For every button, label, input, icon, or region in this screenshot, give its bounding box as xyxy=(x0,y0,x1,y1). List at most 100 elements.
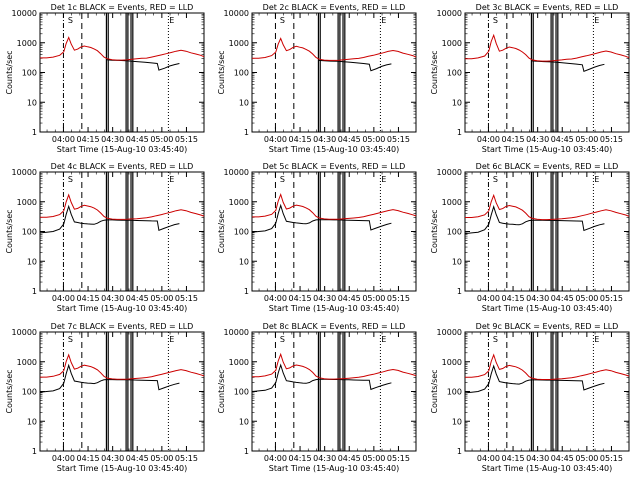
y-axis-label: Counts/sec xyxy=(217,369,226,413)
detector-panel-3: Det 3c BLACK = Events, RED = LLD 1 10 100 10… xyxy=(430,3,630,154)
x-axis-label: Start Time (15-Aug-10 03:45:40) xyxy=(269,145,400,154)
xtick-label: 04:15 xyxy=(289,454,312,463)
series-events-line xyxy=(464,205,605,235)
ytick-label: 10000 xyxy=(437,328,462,337)
ytick-label: 100 xyxy=(22,69,37,78)
xtick-label: 05:00 xyxy=(575,294,598,303)
xtick-label: 04:45 xyxy=(126,135,149,144)
xtick-label: 04:15 xyxy=(77,454,100,463)
xtick-label: 05:00 xyxy=(150,454,173,463)
xtick-label: 04:00 xyxy=(264,454,287,463)
x-axis-label: Start Time (15-Aug-10 03:45:40) xyxy=(269,464,400,473)
detector-panel-2: Det 2c BLACK = Events, RED = LLD 1 10 100 10… xyxy=(217,3,417,154)
xtick-label: 04:45 xyxy=(338,294,361,303)
ytick-label: 100 xyxy=(22,388,37,397)
y-axis-label: Counts/sec xyxy=(430,209,439,253)
xtick-label: 04:00 xyxy=(52,135,75,144)
panel-title: Det 4c BLACK = Events, RED = LLD xyxy=(51,162,194,171)
series-lld-line xyxy=(465,353,630,380)
panel-title: Det 9c BLACK = Events, RED = LLD xyxy=(476,322,619,331)
annotation-start: S xyxy=(493,335,498,344)
xtick-label: 04:15 xyxy=(502,454,525,463)
xtick-label: 04:45 xyxy=(551,294,574,303)
series-lld-line xyxy=(465,193,630,221)
annotation-end: E xyxy=(594,16,599,25)
ytick-label: 10 xyxy=(27,98,37,107)
detector-panel-4: Det 4c BLACK = Events, RED = LLD 1 10 100 10… xyxy=(5,162,205,313)
ytick-label: 1000 xyxy=(442,198,462,207)
series-events-line xyxy=(318,59,392,72)
ytick-label: 1 xyxy=(32,128,37,137)
xtick-label: 04:00 xyxy=(264,294,287,303)
ytick-label: 10000 xyxy=(12,9,37,18)
series-lld-line xyxy=(40,353,205,380)
annotation-start: S xyxy=(280,175,285,184)
ytick-label: 1 xyxy=(32,447,37,456)
xtick-label: 04:00 xyxy=(52,454,75,463)
plot-frame xyxy=(251,331,417,452)
ytick-label: 1 xyxy=(244,128,249,137)
annotation-end: E xyxy=(169,335,174,344)
ytick-label: 10000 xyxy=(224,168,249,177)
xtick-label: 04:00 xyxy=(477,135,500,144)
xtick-label: 04:45 xyxy=(126,454,149,463)
series-events-line xyxy=(39,363,180,393)
annotation-end: E xyxy=(169,175,174,184)
xtick-label: 04:30 xyxy=(313,294,336,303)
xtick-label: 04:15 xyxy=(289,294,312,303)
ytick-label: 10 xyxy=(452,98,462,107)
ytick-label: 100 xyxy=(447,228,462,237)
xtick-label: 04:30 xyxy=(101,454,124,463)
ytick-label: 10000 xyxy=(12,168,37,177)
xtick-label: 04:15 xyxy=(77,294,100,303)
x-axis-label: Start Time (15-Aug-10 03:45:40) xyxy=(57,464,188,473)
x-axis-label: Start Time (15-Aug-10 03:45:40) xyxy=(57,304,188,313)
xtick-label: 04:30 xyxy=(526,294,549,303)
annotation-start: S xyxy=(68,335,73,344)
annotation-end: E xyxy=(381,335,386,344)
annotation-end: E xyxy=(169,16,174,25)
series-lld-line xyxy=(40,193,205,220)
xtick-label: 05:15 xyxy=(600,294,623,303)
ytick-label: 1000 xyxy=(229,39,249,48)
xtick-label: 05:15 xyxy=(600,135,623,144)
ytick-label: 1000 xyxy=(17,358,37,367)
xtick-label: 05:15 xyxy=(175,454,198,463)
y-axis-label: Counts/sec xyxy=(217,209,226,253)
ytick-label: 1000 xyxy=(442,39,462,48)
annotation-start: S xyxy=(493,16,498,25)
xtick-label: 05:15 xyxy=(387,294,410,303)
series-events-line xyxy=(251,203,392,233)
annotation-start: S xyxy=(280,16,285,25)
ytick-label: 10 xyxy=(452,417,462,426)
annotation-start: S xyxy=(280,335,285,344)
ytick-label: 10000 xyxy=(224,9,249,18)
plot-frame xyxy=(39,331,205,452)
series-lld-line xyxy=(252,192,417,220)
series-lld-line xyxy=(465,33,630,62)
xtick-label: 04:00 xyxy=(52,294,75,303)
xtick-label: 04:15 xyxy=(289,135,312,144)
annotation-start: S xyxy=(493,175,498,184)
series-events-line xyxy=(464,364,605,394)
y-axis-label: Counts/sec xyxy=(430,50,439,94)
panel-title: Det 1c BLACK = Events, RED = LLD xyxy=(51,3,194,12)
x-axis-label: Start Time (15-Aug-10 03:45:40) xyxy=(57,145,188,154)
ytick-label: 1 xyxy=(244,447,249,456)
ytick-label: 1000 xyxy=(442,358,462,367)
panel-title: Det 5c BLACK = Events, RED = LLD xyxy=(263,162,406,171)
xtick-label: 05:00 xyxy=(575,135,598,144)
xtick-label: 04:15 xyxy=(77,135,100,144)
ytick-label: 10000 xyxy=(224,328,249,337)
ytick-label: 10 xyxy=(239,98,249,107)
plot-frame xyxy=(464,331,630,452)
panel-title: Det 6c BLACK = Events, RED = LLD xyxy=(476,162,619,171)
xtick-label: 04:45 xyxy=(551,454,574,463)
xtick-label: 04:30 xyxy=(313,454,336,463)
xtick-label: 05:15 xyxy=(175,294,198,303)
ytick-label: 10000 xyxy=(12,328,37,337)
y-axis-label: Counts/sec xyxy=(217,50,226,94)
xtick-label: 05:15 xyxy=(600,454,623,463)
detector-panel-7: Det 7c BLACK = Events, RED = LLD 1 10 100 10… xyxy=(5,322,205,473)
